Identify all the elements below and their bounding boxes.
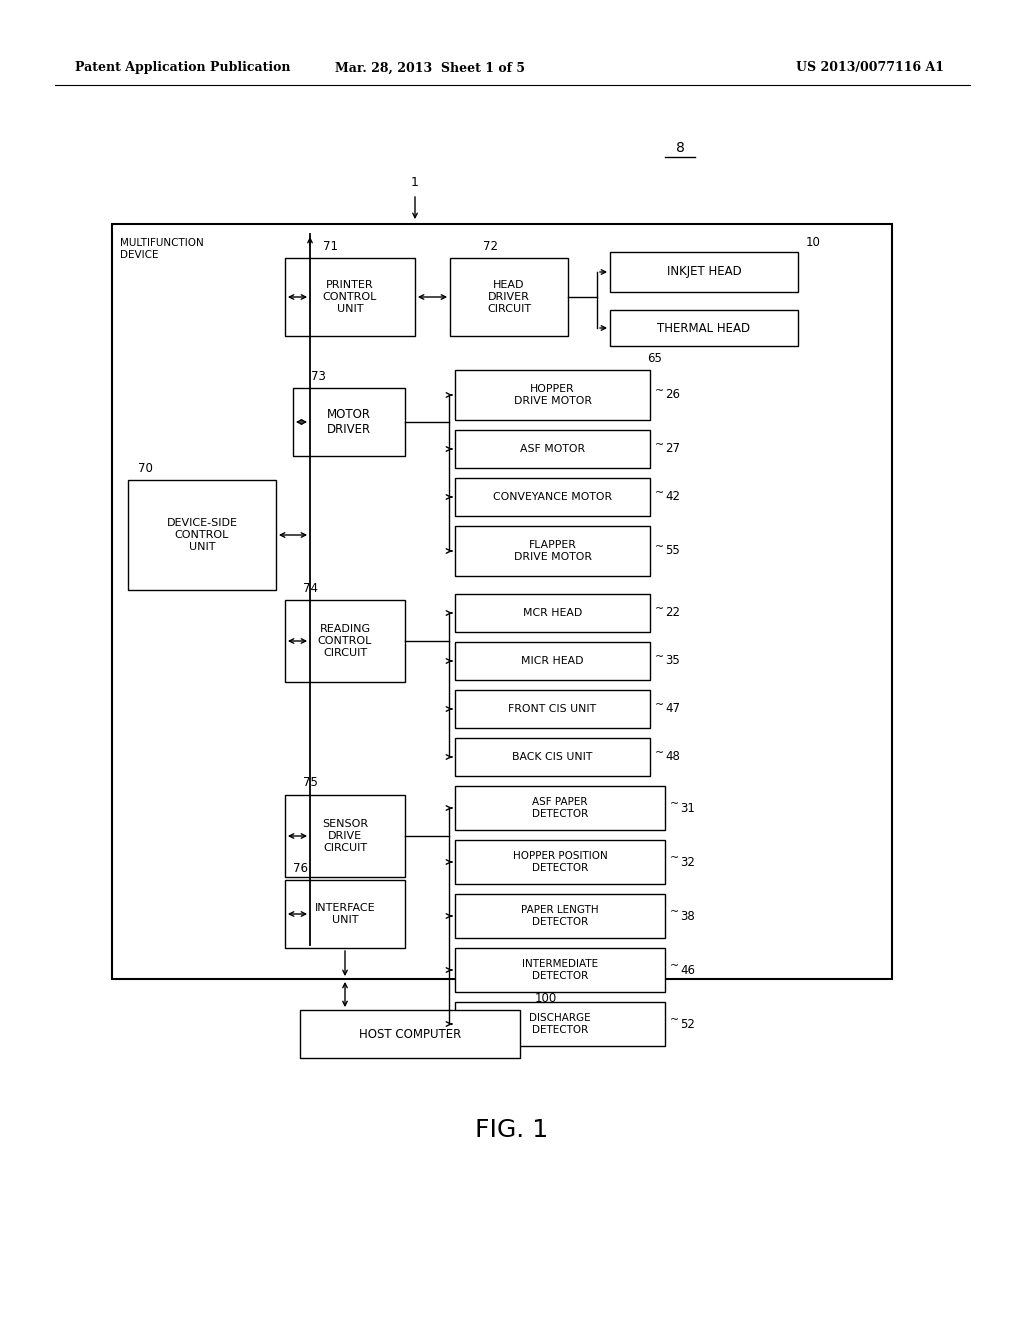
Text: 71: 71 bbox=[323, 239, 338, 252]
Text: ~: ~ bbox=[670, 961, 679, 972]
Text: INKJET HEAD: INKJET HEAD bbox=[667, 265, 741, 279]
Text: ~: ~ bbox=[655, 385, 665, 396]
Text: INTERMEDIATE
DETECTOR: INTERMEDIATE DETECTOR bbox=[522, 960, 598, 981]
Text: ASF MOTOR: ASF MOTOR bbox=[520, 444, 585, 454]
Text: MULTIFUNCTION
DEVICE: MULTIFUNCTION DEVICE bbox=[120, 238, 204, 260]
Text: READING
CONTROL
CIRCUIT: READING CONTROL CIRCUIT bbox=[317, 624, 372, 657]
Text: 10: 10 bbox=[806, 235, 821, 248]
Bar bbox=[300, 1010, 520, 1059]
Text: ~: ~ bbox=[670, 853, 679, 863]
Text: 100: 100 bbox=[535, 991, 557, 1005]
Bar bbox=[455, 478, 650, 516]
Text: ~: ~ bbox=[655, 605, 665, 614]
Text: 46: 46 bbox=[680, 964, 695, 977]
Bar bbox=[450, 257, 568, 337]
Text: PRINTER
CONTROL
UNIT: PRINTER CONTROL UNIT bbox=[323, 280, 377, 314]
Text: 1: 1 bbox=[411, 177, 419, 190]
Bar bbox=[455, 738, 650, 776]
Text: ~: ~ bbox=[670, 1015, 679, 1026]
Text: 52: 52 bbox=[680, 1018, 695, 1031]
Text: MOTOR
DRIVER: MOTOR DRIVER bbox=[327, 408, 371, 436]
Text: 35: 35 bbox=[665, 655, 680, 668]
Text: 48: 48 bbox=[665, 751, 680, 763]
Text: 72: 72 bbox=[482, 239, 498, 252]
Text: 27: 27 bbox=[665, 442, 680, 455]
Bar bbox=[455, 525, 650, 576]
Bar bbox=[455, 840, 665, 884]
Text: 26: 26 bbox=[665, 388, 680, 401]
Text: ASF PAPER
DETECTOR: ASF PAPER DETECTOR bbox=[531, 797, 588, 818]
Text: FLAPPER
DRIVE MOTOR: FLAPPER DRIVE MOTOR bbox=[513, 540, 592, 562]
Text: Mar. 28, 2013  Sheet 1 of 5: Mar. 28, 2013 Sheet 1 of 5 bbox=[335, 62, 525, 74]
Text: 74: 74 bbox=[302, 582, 317, 594]
Text: ~: ~ bbox=[655, 440, 665, 450]
Text: 70: 70 bbox=[138, 462, 153, 474]
Text: HEAD
DRIVER
CIRCUIT: HEAD DRIVER CIRCUIT bbox=[487, 280, 531, 314]
Text: HOST COMPUTER: HOST COMPUTER bbox=[358, 1027, 461, 1040]
Bar bbox=[112, 224, 892, 979]
Text: MICR HEAD: MICR HEAD bbox=[521, 656, 584, 667]
Bar bbox=[285, 795, 406, 876]
Text: 76: 76 bbox=[293, 862, 308, 874]
Text: US 2013/0077116 A1: US 2013/0077116 A1 bbox=[796, 62, 944, 74]
Text: 42: 42 bbox=[665, 491, 680, 503]
Text: 32: 32 bbox=[680, 855, 695, 869]
Text: 31: 31 bbox=[680, 801, 695, 814]
Bar bbox=[455, 948, 665, 993]
Text: FIG. 1: FIG. 1 bbox=[475, 1118, 549, 1142]
Text: DEVICE-SIDE
CONTROL
UNIT: DEVICE-SIDE CONTROL UNIT bbox=[167, 519, 238, 552]
Text: THERMAL HEAD: THERMAL HEAD bbox=[657, 322, 751, 334]
Text: ~: ~ bbox=[655, 700, 665, 710]
Bar bbox=[285, 880, 406, 948]
Text: HOPPER
DRIVE MOTOR: HOPPER DRIVE MOTOR bbox=[513, 384, 592, 405]
Text: ~: ~ bbox=[655, 488, 665, 498]
Text: MCR HEAD: MCR HEAD bbox=[523, 609, 582, 618]
Text: FRONT CIS UNIT: FRONT CIS UNIT bbox=[509, 704, 597, 714]
Text: DISCHARGE
DETECTOR: DISCHARGE DETECTOR bbox=[529, 1014, 591, 1035]
Text: 8: 8 bbox=[676, 141, 684, 154]
Bar bbox=[455, 370, 650, 420]
Bar bbox=[128, 480, 276, 590]
Text: BACK CIS UNIT: BACK CIS UNIT bbox=[512, 752, 593, 762]
Bar bbox=[455, 785, 665, 830]
Text: 22: 22 bbox=[665, 606, 680, 619]
Text: PAPER LENGTH
DETECTOR: PAPER LENGTH DETECTOR bbox=[521, 906, 599, 927]
Bar bbox=[455, 642, 650, 680]
Text: 73: 73 bbox=[310, 370, 326, 383]
Bar bbox=[455, 594, 650, 632]
Text: 75: 75 bbox=[302, 776, 317, 789]
Bar bbox=[293, 388, 406, 455]
Text: ~: ~ bbox=[670, 907, 679, 917]
Text: ~: ~ bbox=[670, 799, 679, 809]
Text: SENSOR
DRIVE
CIRCUIT: SENSOR DRIVE CIRCUIT bbox=[322, 820, 368, 853]
Text: ~: ~ bbox=[655, 543, 665, 552]
Bar bbox=[455, 1002, 665, 1045]
Text: INTERFACE
UNIT: INTERFACE UNIT bbox=[314, 903, 376, 925]
Bar bbox=[455, 430, 650, 469]
Text: Patent Application Publication: Patent Application Publication bbox=[75, 62, 291, 74]
Bar bbox=[610, 310, 798, 346]
Text: ~: ~ bbox=[655, 748, 665, 758]
Text: CONVEYANCE MOTOR: CONVEYANCE MOTOR bbox=[493, 492, 612, 502]
Bar bbox=[285, 601, 406, 682]
Text: 65: 65 bbox=[647, 351, 663, 364]
Text: 38: 38 bbox=[680, 909, 694, 923]
Bar bbox=[455, 690, 650, 729]
Bar bbox=[610, 252, 798, 292]
Text: ~: ~ bbox=[655, 652, 665, 663]
Bar bbox=[285, 257, 415, 337]
Text: 47: 47 bbox=[665, 702, 680, 715]
Bar bbox=[455, 894, 665, 939]
Text: 55: 55 bbox=[665, 544, 680, 557]
Text: HOPPER POSITION
DETECTOR: HOPPER POSITION DETECTOR bbox=[513, 851, 607, 873]
